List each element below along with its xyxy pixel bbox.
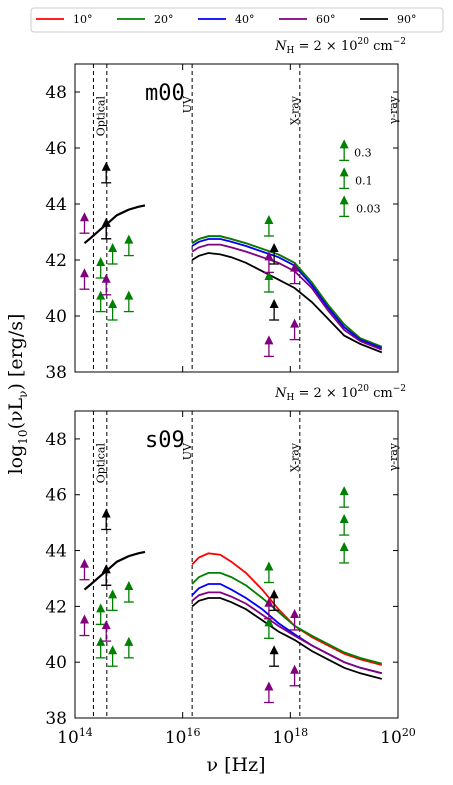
band-label: Optical: [95, 443, 108, 484]
limit-arrow: [290, 608, 300, 618]
legend: 10° 20° 40° 60° 90°: [30, 7, 444, 33]
limit-arrow: [101, 508, 111, 518]
limit-arrow: [79, 558, 89, 568]
legend-label: 90°: [397, 13, 417, 26]
series-line: [191, 552, 383, 666]
limit-arrow: [339, 139, 349, 149]
y-tick-label: 46: [45, 486, 67, 506]
x-tick-label: 1020: [380, 726, 416, 748]
band-label: X-ray: [289, 95, 302, 125]
limit-arrow: [339, 195, 349, 205]
legend-label: 20°: [154, 13, 174, 26]
x-tick-label: 1014: [57, 726, 93, 748]
y-tick-label: 38: [45, 709, 67, 729]
axes-frame: [74, 410, 399, 719]
y-tick-label: 48: [45, 430, 67, 450]
limit-arrow: [79, 268, 89, 278]
y-tick-label: 46: [45, 139, 67, 159]
nh-label: NH = 2 × 1020 cm−2: [274, 384, 406, 403]
limit-arrow: [264, 335, 274, 345]
limit-arrow: [290, 262, 300, 272]
gamma-level-label: 0.1: [355, 174, 373, 187]
limit-arrow: [96, 603, 106, 613]
panel-s09: 38 40 42 44 46 48 1014 1016 1018 1020 Optical UV X-r…: [45, 384, 415, 748]
limit-arrow: [79, 212, 89, 222]
y-tick-label: 42: [45, 251, 67, 271]
limit-arrow: [269, 243, 279, 252]
series-line: [191, 235, 383, 348]
x-tick-label: 1018: [273, 726, 309, 748]
x-tick-label: 1016: [165, 726, 201, 748]
y-axis-label: log10(νLν) [erg/s]: [5, 314, 30, 475]
nh-label: NH = 2 × 1020 cm−2: [274, 37, 406, 56]
limit-arrow: [96, 257, 106, 266]
limit-arrow: [124, 290, 134, 300]
legend-frame: [30, 7, 444, 33]
limit-arrow: [339, 486, 349, 496]
limit-arrow: [339, 541, 349, 551]
y-tick-label: 40: [45, 653, 67, 673]
gamma-level-label: 0.03: [356, 202, 381, 215]
limit-arrow: [264, 597, 274, 607]
limit-arrow: [264, 271, 274, 280]
y-tick-label: 44: [45, 195, 67, 215]
y-tick-label: 48: [45, 83, 67, 103]
y-tick-label: 40: [45, 307, 67, 327]
limit-arrow: [290, 664, 300, 674]
band-label: γ-ray: [387, 442, 400, 471]
limit-arrow: [108, 299, 118, 308]
limit-arrow: [101, 217, 111, 227]
limit-arrow: [79, 614, 89, 624]
legend-label: 10°: [73, 13, 93, 26]
limit-arrow: [96, 290, 106, 300]
series-line: [191, 572, 383, 665]
limit-arrow: [269, 299, 279, 308]
limit-arrow: [101, 161, 111, 171]
limit-arrow: [101, 273, 111, 283]
band-label: Optical: [95, 96, 108, 137]
y-tick-label: 44: [45, 542, 67, 562]
limit-arrow: [108, 645, 118, 655]
x-axis-label: ν [Hz]: [207, 754, 266, 776]
band-label: UV: [181, 442, 194, 460]
limit-arrow: [339, 514, 349, 524]
limit-arrow: [264, 561, 274, 571]
limit-arrow: [124, 234, 134, 244]
panel-m00: 38 40 42 44 46 48 Optical UV X-ray γ-ray NH = 2 × …: [45, 37, 406, 383]
limit-arrow: [108, 243, 118, 252]
limit-arrow: [124, 636, 134, 646]
limit-arrow: [269, 589, 279, 599]
limit-arrow: [264, 681, 274, 691]
limit-arrow: [101, 620, 111, 630]
limit-arrow: [264, 251, 274, 261]
limit-arrow: [290, 318, 300, 328]
model-tag: s09: [145, 428, 185, 453]
band-label: γ-ray: [387, 95, 400, 124]
limit-arrow: [264, 215, 274, 224]
limit-arrow: [101, 564, 111, 574]
legend-label: 40°: [235, 13, 255, 26]
band-label: X-ray: [289, 442, 302, 472]
limit-arrow: [269, 645, 279, 655]
optical-curve: [83, 550, 146, 591]
model-tag: m00: [145, 81, 185, 106]
limit-arrow: [124, 581, 134, 591]
y-tick-label: 42: [45, 597, 67, 617]
limit-arrow: [108, 589, 118, 599]
optical-curve: [83, 204, 146, 245]
series-line: [191, 591, 383, 675]
y-tick-label: 38: [45, 363, 67, 383]
limit-arrow: [339, 167, 349, 177]
axes-frame: [74, 63, 399, 373]
limit-arrow: [96, 636, 106, 646]
gamma-level-label: 0.3: [354, 146, 372, 159]
series-line: [191, 235, 383, 348]
legend-label: 60°: [316, 13, 336, 26]
series-line: [191, 597, 383, 680]
limit-arrow: [264, 617, 274, 627]
band-label: UV: [181, 95, 194, 113]
